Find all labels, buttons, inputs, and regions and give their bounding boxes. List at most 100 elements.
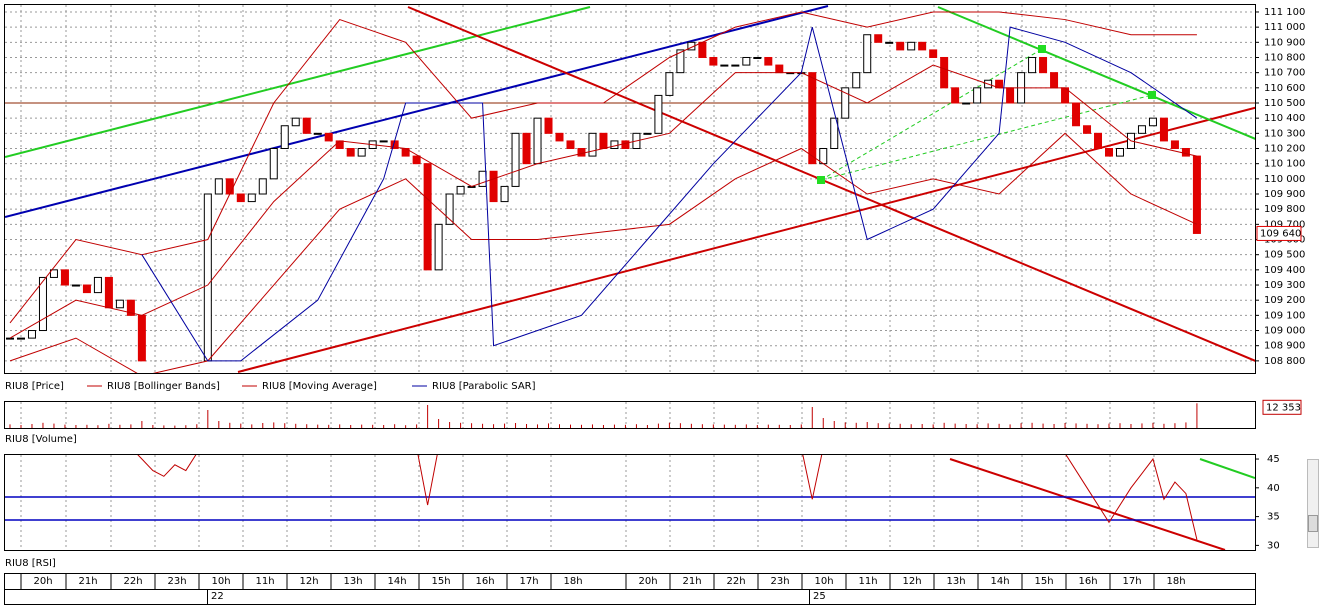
candle (6, 337, 14, 340)
y-tick-label: 109 700 (1264, 219, 1305, 230)
y-tick-label: 109 400 (1264, 265, 1305, 276)
candle (907, 41, 916, 51)
legend-label: RIU8 [Parabolic SAR] (432, 381, 536, 392)
trend-lines (5, 5, 1255, 373)
volume-marks (9, 403, 1198, 428)
time-label: 23h (770, 576, 789, 587)
time-label: 16h (1078, 576, 1097, 587)
scrollbar[interactable] (1307, 459, 1319, 548)
candle (874, 34, 883, 43)
y-tick-label: 111 000 (1264, 22, 1305, 33)
candle (357, 147, 366, 157)
candle (940, 56, 949, 89)
candle (335, 140, 344, 149)
candle (423, 163, 432, 271)
legend-label: RIU8 [Price] (5, 381, 64, 392)
legend-label: RIU8 [Volume] (5, 434, 77, 445)
time-label: 17h (1122, 576, 1141, 587)
legend-label: RIU8 [RSI] (5, 558, 56, 569)
candle (225, 178, 234, 195)
candle (643, 132, 652, 135)
anchor-point (1038, 45, 1046, 53)
candle (247, 193, 256, 203)
candle (324, 132, 333, 142)
y-tick-label: 40 (1267, 483, 1280, 494)
candle (533, 117, 542, 165)
y-tick-label: 110 400 (1264, 113, 1305, 124)
candle (830, 117, 839, 149)
candle (1039, 56, 1048, 74)
candle (500, 185, 509, 203)
legend-label: RIU8 [Moving Average] (262, 381, 377, 392)
trend-line (407, 6, 1255, 362)
candle (379, 140, 388, 143)
y-tick-label: 110 000 (1264, 174, 1305, 185)
scroll-thumb[interactable] (1308, 515, 1318, 532)
time-label: 16h (475, 576, 494, 587)
trend-line (5, 5, 829, 218)
candle (709, 56, 718, 66)
time-label: 11h (858, 576, 877, 587)
candle (698, 41, 707, 58)
candle (742, 56, 751, 66)
candle (973, 87, 982, 104)
time-label: 15h (431, 576, 450, 587)
y-tick-label: 108 900 (1264, 341, 1305, 352)
y-tick-label: 35 (1267, 512, 1280, 523)
candle (676, 49, 685, 74)
time-axis (4, 573, 1256, 605)
price-marks (6, 11, 1201, 373)
candle (280, 125, 289, 149)
candle (929, 49, 938, 58)
candle (511, 132, 520, 187)
candle (852, 72, 861, 89)
volume-panel (4, 401, 1256, 429)
last-price-label: 109 640 (1260, 228, 1301, 239)
moving-average (9, 64, 1198, 339)
candle (258, 178, 267, 195)
legend-label: RIU8 [Bollinger Bands] (107, 381, 220, 392)
candle (599, 132, 608, 149)
candle (555, 132, 564, 142)
time-label: 10h (211, 576, 230, 587)
candle (16, 337, 25, 340)
y-tick-label: 110 600 (1264, 83, 1305, 94)
date-label: 22 (211, 591, 224, 602)
last-volume-box (1262, 399, 1302, 415)
time-label: 17h (519, 576, 538, 587)
candle (71, 284, 80, 287)
candle (665, 72, 674, 96)
y-tick-label: 110 300 (1264, 128, 1305, 139)
y-tick-label: 109 000 (1264, 326, 1305, 337)
fan-line (820, 94, 1153, 181)
candle (1105, 147, 1113, 157)
y-tick-label: 110 900 (1264, 37, 1305, 48)
axes: 108 800 108 900 109 000 109 100 109 200 109 3… (5, 7, 1305, 604)
candle (302, 117, 311, 134)
time-label: 14h (990, 576, 1009, 587)
candle (951, 87, 960, 104)
trend-line (1199, 458, 1255, 479)
candle (566, 140, 575, 149)
candle (1170, 140, 1179, 149)
candle (962, 102, 971, 105)
rsi-panel (4, 454, 1256, 551)
time-label: 13h (946, 576, 965, 587)
candle (104, 276, 113, 309)
candle (489, 170, 498, 203)
candle (654, 94, 663, 134)
y-tick-label: 109 300 (1264, 280, 1305, 291)
candle (214, 178, 223, 195)
candle (478, 170, 487, 187)
candle (313, 132, 322, 135)
time-label: 18h (1166, 576, 1185, 587)
candle (137, 314, 146, 362)
candle (1137, 125, 1146, 134)
y-tick-label: 109 200 (1264, 295, 1305, 306)
candle (896, 41, 905, 51)
time-label: 11h (255, 576, 274, 587)
candle (49, 269, 58, 278)
candle (126, 299, 135, 316)
y-tick-label: 109 800 (1264, 204, 1305, 215)
